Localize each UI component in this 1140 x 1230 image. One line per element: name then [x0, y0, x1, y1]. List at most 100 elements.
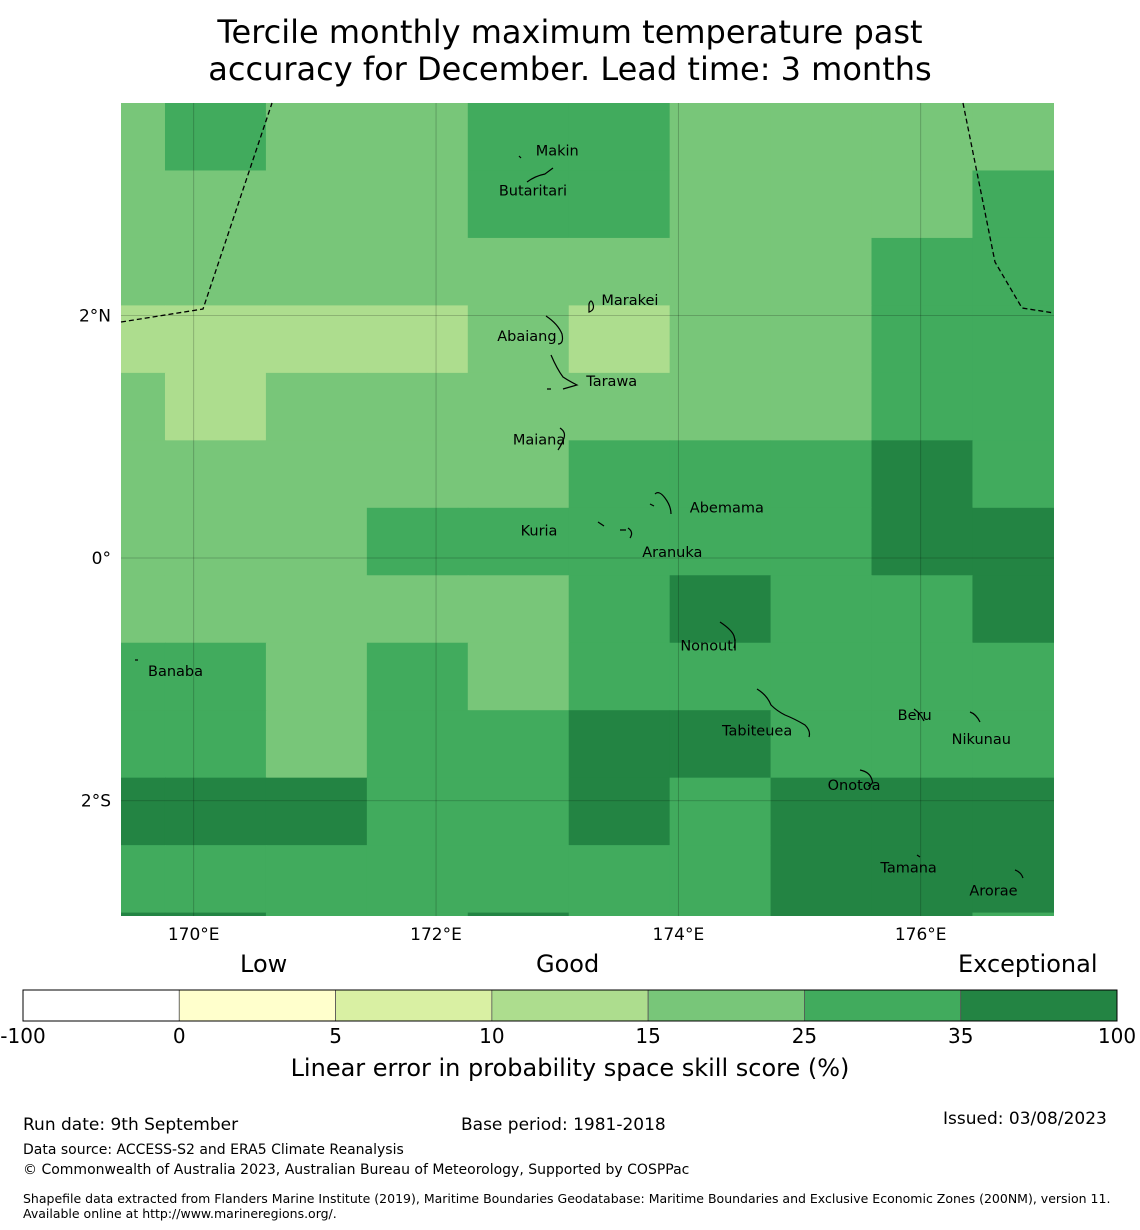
- grid-cell: [972, 440, 1054, 509]
- place-labels: Makin Butaritari Marakei Abaiang Tarawa Maian…: [148, 144, 1018, 900]
- place-label-arorae: Arorae: [969, 884, 1017, 900]
- grid-cell: [467, 305, 570, 374]
- colorbar-segment: [647, 989, 805, 1022]
- grid-cell: [265, 710, 368, 779]
- grid-cells: [121, 103, 1140, 916]
- grid-cell: [972, 777, 1054, 846]
- lon-tick-label: 174°E: [653, 925, 705, 945]
- place-label-abaiang: Abaiang: [497, 329, 556, 345]
- grid-cell: [164, 777, 267, 846]
- grid-cell: [467, 912, 570, 916]
- island-beru-shape: [913, 708, 925, 722]
- grid-cell: [1073, 238, 1140, 306]
- grid-cell: [366, 440, 469, 509]
- place-label-butaritari: Butaritari: [499, 184, 567, 200]
- grid-cell: [121, 507, 166, 576]
- grid-cell: [121, 170, 166, 239]
- grid-cell: [770, 170, 873, 239]
- grid-cell: [164, 642, 267, 711]
- map-title-line-2: accuracy for December. Lead time: 3 mont…: [208, 50, 932, 88]
- colorbar-segment: [178, 989, 336, 1022]
- grid-cell: [366, 845, 469, 914]
- grid-cell: [366, 237, 469, 307]
- grid-cell: [121, 103, 166, 172]
- grid-cell: [669, 237, 772, 307]
- place-label-tarawa: Tarawa: [585, 374, 637, 390]
- grid-cell: [467, 170, 570, 239]
- grid-cell: [871, 170, 974, 239]
- colorbar-segment: [335, 989, 493, 1022]
- grid-cell: [770, 372, 873, 441]
- grid-cell: [972, 170, 1054, 239]
- grid-cell: [770, 305, 873, 374]
- grid-cell: [568, 710, 671, 779]
- grid-cell: [669, 170, 772, 239]
- grid-cell: [265, 440, 368, 509]
- island-arorae-shape: [1014, 869, 1024, 879]
- grid-cell: [366, 912, 469, 916]
- grid-cell: [121, 440, 166, 509]
- grid-cell: [568, 170, 671, 239]
- lon-tick-label: 176°E: [895, 925, 947, 945]
- grid-cell: [1073, 170, 1140, 238]
- grid-cell: [568, 912, 671, 916]
- grid-cell: [164, 912, 267, 916]
- colorbar-tick-label: 35: [947, 1024, 974, 1048]
- grid-cell: [1073, 575, 1140, 643]
- colorbar-category-low: Low: [240, 950, 288, 978]
- grid-cell: [265, 103, 368, 172]
- grid-cell: [972, 912, 1054, 916]
- grid-cell: [568, 305, 671, 374]
- grid-cell: [1073, 305, 1140, 373]
- grid-cell: [366, 103, 469, 172]
- colorbar-segment: [22, 989, 180, 1022]
- grid-cell: [467, 575, 570, 644]
- colorbar-tick-label: 15: [635, 1024, 661, 1048]
- grid-cell: [972, 372, 1054, 441]
- grid-cell: [164, 440, 267, 509]
- colorbar-tick-label: 100: [1097, 1024, 1137, 1048]
- grid-cell: [871, 103, 974, 172]
- grid-cell: [121, 912, 166, 916]
- colorbar-tick-label: 0: [172, 1024, 186, 1048]
- grid-cell: [265, 170, 368, 239]
- grid-cell: [121, 642, 166, 711]
- grid-cell: [1073, 643, 1140, 711]
- grid-cell: [467, 507, 570, 576]
- shapefile-credit: Shapefile data extracted from Flanders M…: [23, 1191, 1111, 1221]
- grid-cell: [1073, 778, 1140, 846]
- grid-cell: [467, 372, 570, 441]
- grid-cell: [467, 710, 570, 779]
- grid-cell: [164, 845, 267, 914]
- colorbar-tick-label: 25: [791, 1024, 818, 1048]
- grid-cell: [467, 237, 570, 307]
- grid-cell: [568, 642, 671, 711]
- grid-cell: [669, 372, 772, 441]
- grid-cell: [467, 777, 570, 846]
- grid-cell: [121, 845, 166, 914]
- grid-cell: [669, 507, 772, 576]
- place-label-makin: Makin: [536, 144, 579, 160]
- grid-cell: [164, 103, 267, 172]
- grid-cell: [871, 305, 974, 374]
- grid-cell: [164, 305, 267, 374]
- grid-cell: [568, 440, 671, 509]
- island-nikunau-shape: [969, 711, 981, 723]
- place-label-nikunau: Nikunau: [952, 732, 1011, 748]
- lon-tick-label: 172°E: [410, 925, 462, 945]
- grid-cell: [972, 642, 1054, 711]
- grid-cell: [568, 507, 671, 576]
- grid-cell: [568, 777, 671, 846]
- grid-cell: [669, 305, 772, 374]
- grid-cell: [770, 575, 873, 644]
- grid-cell: [972, 575, 1054, 644]
- island-butaritari-shape: [526, 167, 554, 183]
- grid-cell: [871, 440, 974, 509]
- grid-cell: [972, 710, 1054, 779]
- grid-cell: [1073, 103, 1140, 171]
- grid-cell: [265, 305, 368, 374]
- island-aranuka-shape: [620, 527, 633, 539]
- colorbar-category-good: Good: [536, 950, 600, 978]
- grid-cell: [871, 507, 974, 576]
- grid-cell: [669, 912, 772, 916]
